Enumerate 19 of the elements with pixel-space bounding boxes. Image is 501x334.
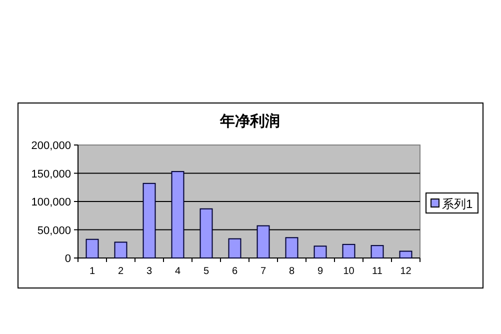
chart-title: 年净利润 (219, 112, 280, 130)
bar (256, 225, 270, 258)
bar (142, 182, 156, 258)
bar (171, 171, 184, 258)
y-tick-label: 150,000 (31, 168, 71, 180)
bar (342, 244, 356, 258)
bar (86, 238, 99, 258)
y-tick-label: 50,000 (37, 224, 71, 237)
y-tick-label: 100,000 (31, 196, 71, 208)
y-tick-label: 200,000 (31, 140, 71, 152)
bar (399, 250, 412, 258)
bar (200, 208, 213, 258)
bar (370, 245, 384, 258)
bar (114, 242, 128, 258)
bar (314, 246, 327, 258)
bar (228, 238, 242, 258)
bar (285, 237, 298, 258)
legend-label: 系列1 (442, 197, 473, 211)
y-tick-label: 0 (64, 253, 71, 265)
